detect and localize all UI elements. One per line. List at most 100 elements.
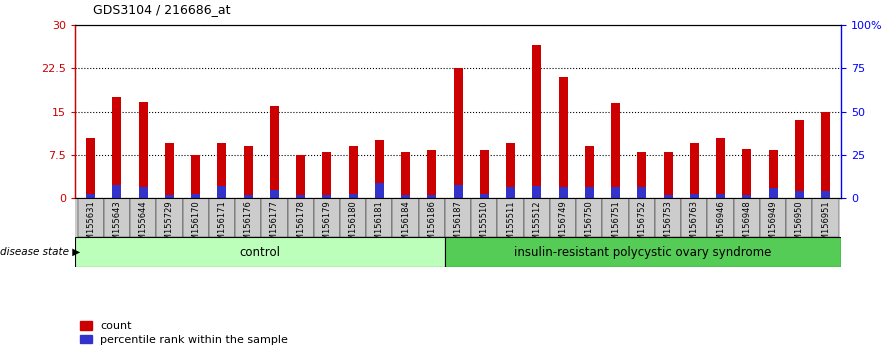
Bar xyxy=(559,187,567,198)
Bar xyxy=(550,198,576,237)
Bar xyxy=(401,195,411,198)
Bar xyxy=(235,198,262,237)
Text: GSM155512: GSM155512 xyxy=(532,200,541,251)
Bar xyxy=(322,152,331,198)
Bar xyxy=(743,195,751,198)
Bar xyxy=(480,194,489,198)
Text: GSM156751: GSM156751 xyxy=(611,200,620,251)
Bar xyxy=(690,143,699,198)
Bar xyxy=(480,150,489,198)
Bar xyxy=(681,198,707,237)
Bar xyxy=(401,152,411,198)
Bar xyxy=(322,195,331,198)
Bar xyxy=(393,198,418,237)
Bar xyxy=(104,198,130,237)
Bar xyxy=(130,198,156,237)
Bar xyxy=(374,141,384,198)
Text: GSM156187: GSM156187 xyxy=(454,200,463,251)
Bar xyxy=(287,198,314,237)
Bar xyxy=(138,187,148,198)
Bar xyxy=(471,198,498,237)
Bar xyxy=(165,195,174,198)
Bar xyxy=(532,185,542,198)
Bar xyxy=(506,187,515,198)
Text: GSM156946: GSM156946 xyxy=(716,200,725,251)
Text: GSM155643: GSM155643 xyxy=(113,200,122,251)
Text: GSM156179: GSM156179 xyxy=(322,200,331,251)
Bar xyxy=(427,150,436,198)
Bar xyxy=(812,198,839,237)
Bar xyxy=(716,194,725,198)
Bar xyxy=(445,198,471,237)
Bar xyxy=(340,198,366,237)
Text: GSM156181: GSM156181 xyxy=(375,200,384,251)
Bar xyxy=(427,195,436,198)
Bar xyxy=(296,195,305,198)
Text: GSM156186: GSM156186 xyxy=(427,200,436,251)
Bar xyxy=(296,155,305,198)
Bar xyxy=(243,195,253,198)
Text: GDS3104 / 216686_at: GDS3104 / 216686_at xyxy=(93,3,230,16)
Bar xyxy=(655,198,681,237)
Bar xyxy=(182,198,209,237)
Text: GSM156951: GSM156951 xyxy=(821,200,830,251)
Bar xyxy=(78,198,104,237)
Legend: count, percentile rank within the sample: count, percentile rank within the sample xyxy=(80,321,288,345)
Bar xyxy=(86,194,95,198)
Text: GSM155644: GSM155644 xyxy=(138,200,148,251)
Bar xyxy=(445,237,841,267)
Bar xyxy=(768,188,778,198)
Bar xyxy=(821,191,830,198)
Bar xyxy=(585,146,594,198)
Text: GSM156949: GSM156949 xyxy=(768,200,778,251)
Text: GSM156948: GSM156948 xyxy=(743,200,751,251)
Bar xyxy=(454,68,463,198)
Bar xyxy=(629,198,655,237)
Text: disease state ▶: disease state ▶ xyxy=(0,247,80,257)
Text: GSM156177: GSM156177 xyxy=(270,200,279,251)
Bar xyxy=(270,190,279,198)
Bar xyxy=(734,198,760,237)
Text: GSM156950: GSM156950 xyxy=(795,200,803,251)
Bar xyxy=(218,143,226,198)
Bar xyxy=(663,152,673,198)
Bar xyxy=(262,198,287,237)
Bar xyxy=(611,187,620,198)
Bar xyxy=(637,152,647,198)
Bar xyxy=(112,185,122,198)
Bar xyxy=(743,149,751,198)
Bar xyxy=(366,198,393,237)
Text: GSM156749: GSM156749 xyxy=(559,200,567,251)
Bar xyxy=(795,120,804,198)
Text: GSM156752: GSM156752 xyxy=(637,200,647,251)
Text: GSM156750: GSM156750 xyxy=(585,200,594,251)
Bar xyxy=(707,198,734,237)
Bar xyxy=(75,237,445,267)
Bar xyxy=(795,191,804,198)
Bar xyxy=(498,198,523,237)
Bar xyxy=(270,106,279,198)
Bar xyxy=(768,150,778,198)
Text: GSM156184: GSM156184 xyxy=(401,200,411,251)
Bar xyxy=(716,137,725,198)
Bar xyxy=(786,198,812,237)
Text: GSM156176: GSM156176 xyxy=(244,200,253,251)
Text: GSM156180: GSM156180 xyxy=(349,200,358,251)
Bar xyxy=(585,187,594,198)
Text: GSM155631: GSM155631 xyxy=(86,200,95,251)
Bar xyxy=(523,198,550,237)
Text: insulin-resistant polycystic ovary syndrome: insulin-resistant polycystic ovary syndr… xyxy=(515,246,772,259)
Bar xyxy=(418,198,445,237)
Bar xyxy=(349,194,358,198)
Bar xyxy=(603,198,629,237)
Bar xyxy=(821,112,830,198)
Bar xyxy=(165,143,174,198)
Bar xyxy=(663,195,673,198)
Bar xyxy=(611,103,620,198)
Bar xyxy=(138,102,148,198)
Bar xyxy=(191,155,200,198)
Bar xyxy=(559,77,567,198)
Bar xyxy=(156,198,182,237)
Bar xyxy=(506,143,515,198)
Bar xyxy=(209,198,235,237)
